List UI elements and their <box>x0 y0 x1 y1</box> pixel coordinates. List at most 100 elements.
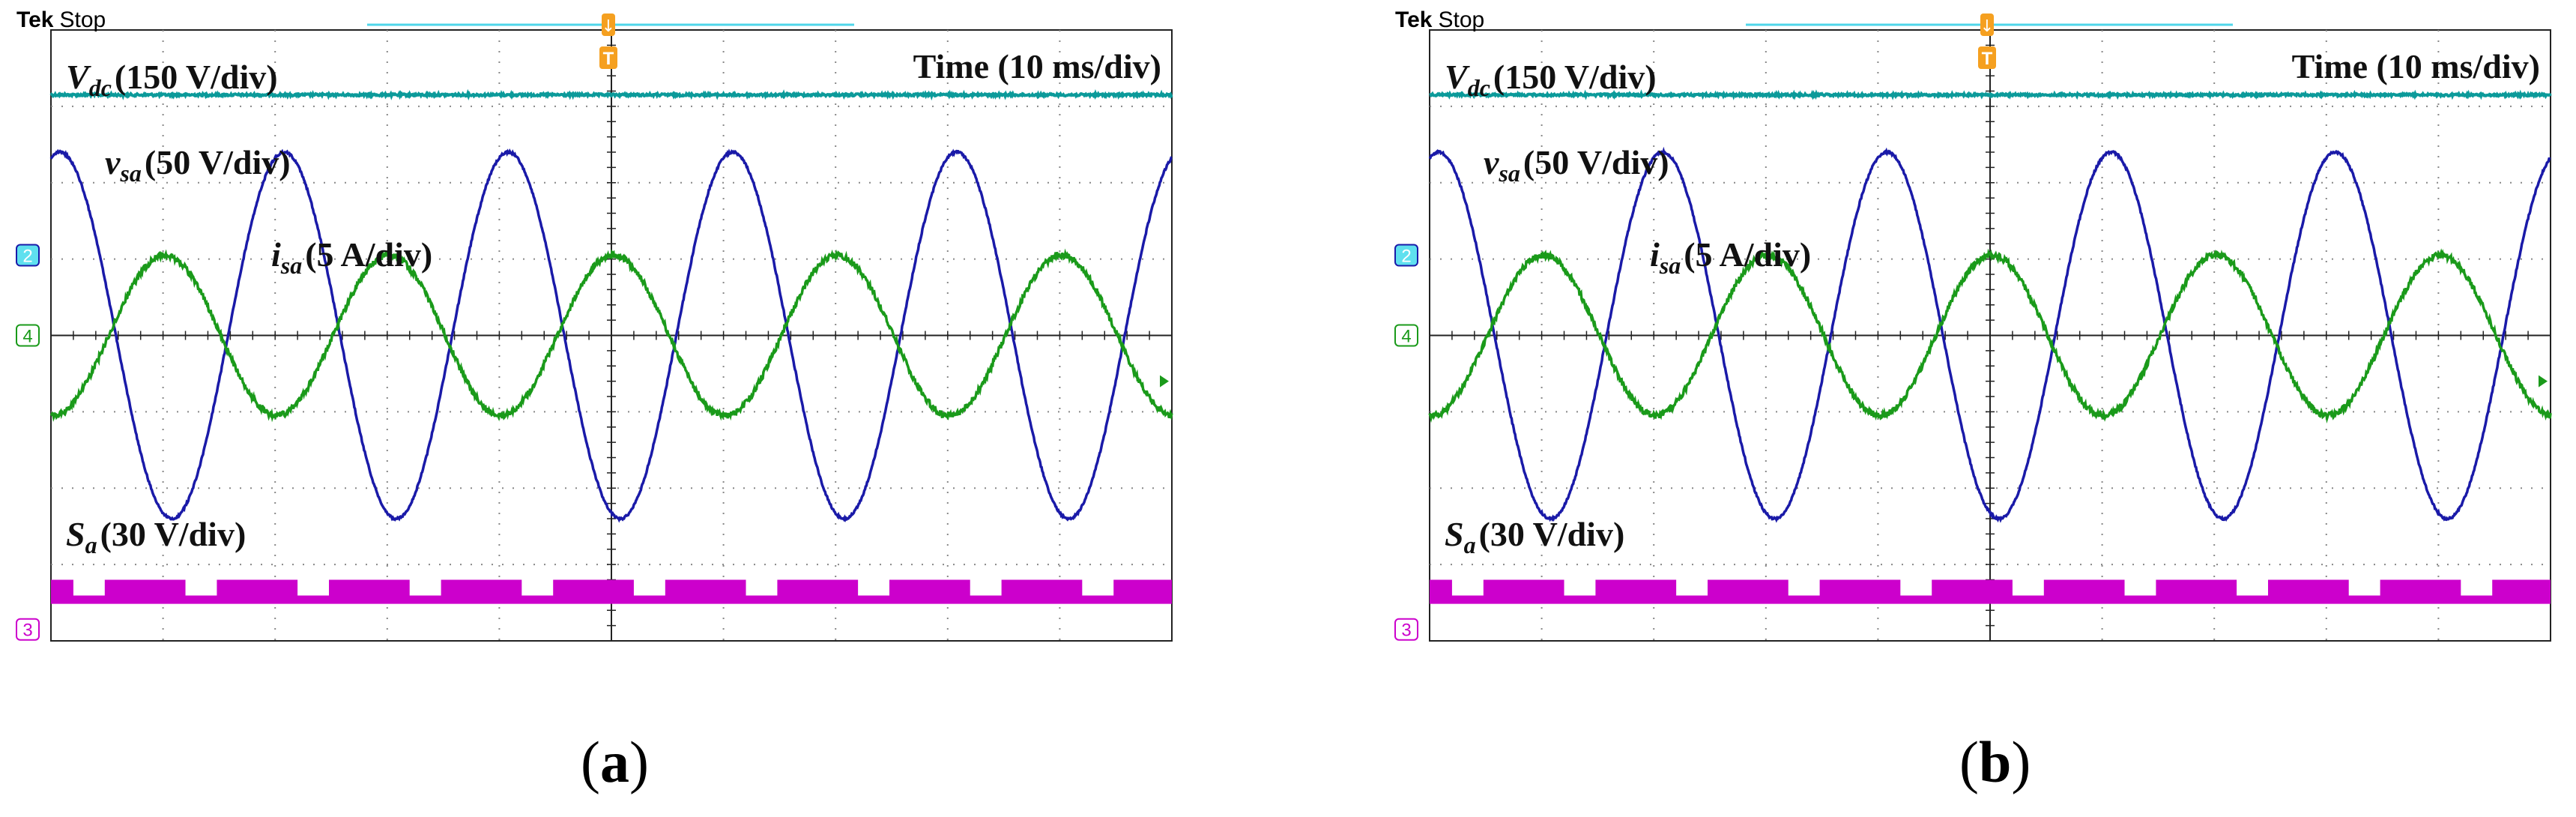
label-symbol: V <box>1445 58 1470 96</box>
status-brand: Tek <box>16 7 54 32</box>
label-symbol: V <box>66 58 91 96</box>
trigger-marker-label: T <box>1982 49 1993 69</box>
trace-sa-gap <box>2461 579 2493 596</box>
scope-panel-b: Tek Stop ↓ T 2 4 3 Vdc(150 V/div) vsa(50 V/div) i… <box>1379 0 2576 817</box>
trace-sa-gap <box>185 579 217 596</box>
trigger-marker-icon <box>1978 46 1996 69</box>
trace-sa-gap <box>2012 579 2044 596</box>
trace-label-sa: Sa(30 V/div) <box>66 515 246 558</box>
status-brand: Tek <box>1395 7 1433 32</box>
label-symbol: v <box>105 143 121 181</box>
channel-2-marker: 2 <box>16 244 40 267</box>
trace-sa-gap <box>970 579 1002 596</box>
label-subscript: sa <box>1498 160 1520 187</box>
trace-sa-gap <box>2124 579 2156 596</box>
label-scale: (30 V/div) <box>100 515 247 553</box>
time-scale-label: Time (10 ms/div) <box>913 47 1161 85</box>
label-scale: (5 A/div) <box>1684 235 1811 274</box>
label-symbol: v <box>1484 143 1499 181</box>
channel-marker-number: 2 <box>22 247 32 267</box>
trace-label-vdc: Vdc(150 V/div) <box>1445 58 1657 101</box>
channel-marker-number: 4 <box>1401 327 1411 347</box>
trace-sa-gap <box>858 579 890 596</box>
channel-4-marker: 4 <box>1394 324 1418 347</box>
label-subscript: dc <box>1468 74 1490 101</box>
trigger-level-icon <box>1160 375 1169 388</box>
trace-sa-gap <box>1676 579 1708 596</box>
trace-sa-gap <box>1564 579 1596 596</box>
label-subscript: sa <box>1659 252 1681 279</box>
trace-sa-gap <box>2237 579 2269 596</box>
channel-marker-box <box>16 324 40 347</box>
status-state: Stop <box>59 7 106 32</box>
scope-status: Tek Stop <box>16 7 106 32</box>
trace-label-vdc: Vdc(150 V/div) <box>66 58 278 101</box>
label-subscript: sa <box>119 160 141 187</box>
label-scale: (50 V/div) <box>1523 143 1669 181</box>
channel-marker-number: 2 <box>1401 247 1411 267</box>
label-subscript: a <box>85 531 97 558</box>
label-symbol: i <box>271 235 281 274</box>
channel-4-marker: 4 <box>16 324 40 347</box>
label-scale: (5 A/div) <box>305 235 432 274</box>
label-subscript: dc <box>89 74 112 101</box>
channel-marker-box <box>16 618 40 641</box>
label-symbol: S <box>1445 515 1464 553</box>
channel-marker-box <box>1394 324 1418 347</box>
channel-3-marker: 3 <box>1394 618 1418 641</box>
label-subscript: a <box>1464 531 1476 558</box>
trace-sa-gap <box>633 579 665 596</box>
label-symbol: i <box>1650 235 1660 274</box>
label-subscript: sa <box>280 252 302 279</box>
channel-marker-box <box>16 244 40 267</box>
label-scale: (150 V/div) <box>1493 58 1657 96</box>
trace-label-vsa: vsa(50 V/div) <box>105 143 291 187</box>
position-marker-glyph: ↓ <box>1980 17 1994 36</box>
label-scale: (50 V/div) <box>145 143 291 181</box>
channel-marker-number: 4 <box>22 327 32 347</box>
trigger-marker-label: T <box>603 49 614 69</box>
trace-label-isa: isa(5 A/div) <box>1650 235 1811 279</box>
trace-label-sa: Sa(30 V/div) <box>1445 515 1624 558</box>
trace-isa <box>49 247 1173 423</box>
trace-sa-gap <box>409 579 441 596</box>
trace-label-isa: isa(5 A/div) <box>271 235 432 279</box>
trace-vsa <box>49 148 1173 523</box>
position-marker-icon <box>602 13 615 36</box>
label-scale: (30 V/div) <box>1479 515 1625 553</box>
scope-panel-a: Tek Stop ↓ T 2 4 3 Vdc(150 V/div) vsa(50 V/div) i… <box>16 7 1173 795</box>
trace-sa-band <box>51 579 1172 603</box>
trace-label-vsa: vsa(50 V/div) <box>1484 143 1669 187</box>
trace-isa <box>1428 248 2552 424</box>
channel-marker-box <box>1394 244 1418 267</box>
panel-caption-b: (b) <box>1959 729 2031 795</box>
channel-marker-box <box>1394 618 1418 641</box>
channel-2-marker: 2 <box>1394 244 1418 267</box>
trace-sa-gap <box>746 579 778 596</box>
label-scale: (150 V/div) <box>115 58 278 96</box>
channel-3-marker: 3 <box>16 618 40 641</box>
trace-vdc <box>1429 89 2552 100</box>
trace-sa-gap <box>1900 579 1932 596</box>
trigger-level-icon <box>2539 375 2548 388</box>
trace-vdc <box>49 88 1173 101</box>
position-marker-icon <box>1980 13 1994 36</box>
status-state: Stop <box>1438 7 1484 32</box>
trace-sa-gap <box>1451 579 1484 596</box>
channel-marker-number: 3 <box>1401 621 1411 641</box>
trace-sa-gap <box>1082 579 1114 596</box>
trace-sa-gap <box>2348 579 2380 596</box>
trace-sa-band <box>1430 579 2551 603</box>
trace-sa-gap <box>297 579 330 596</box>
trigger-marker-icon <box>599 46 617 69</box>
trace-sa-gap <box>521 579 554 596</box>
label-symbol: S <box>66 515 85 553</box>
trace-sa-gap <box>1788 579 1820 596</box>
position-marker-glyph: ↓ <box>602 17 615 36</box>
panel-caption-a: (a) <box>581 729 649 795</box>
channel-marker-number: 3 <box>22 621 32 641</box>
scope-status: Tek Stop <box>1395 7 1484 32</box>
trace-sa-gap <box>73 579 105 596</box>
